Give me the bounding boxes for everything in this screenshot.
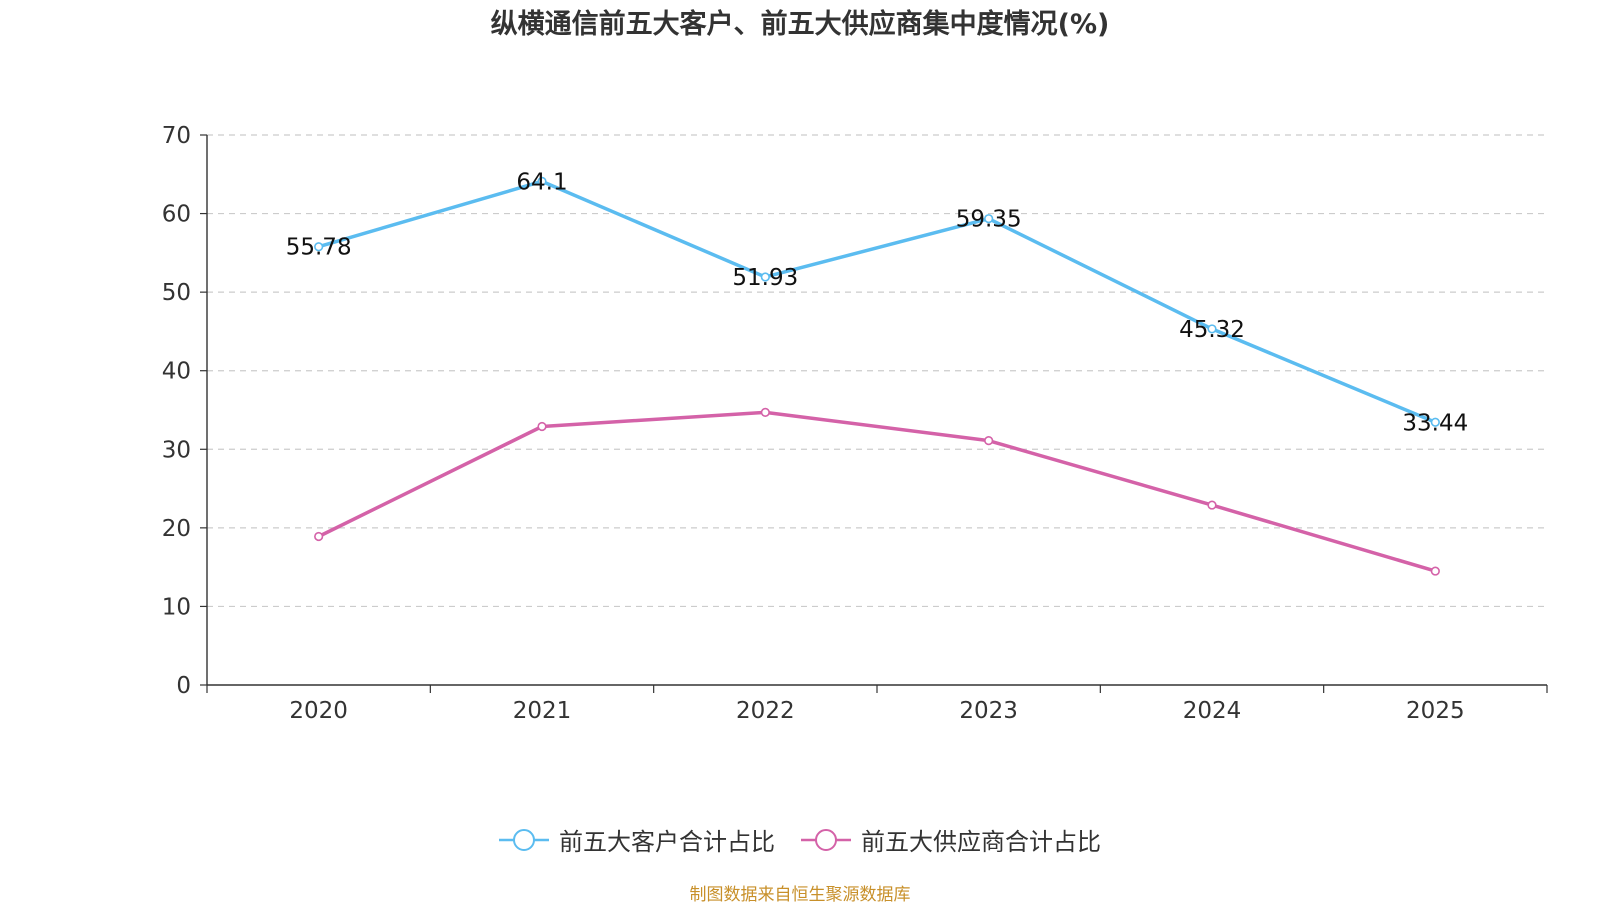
- data-point-0-2024: [1207, 324, 1217, 334]
- x-tick-label-2020: 2020: [289, 698, 348, 724]
- x-tick-label-2021: 2021: [513, 698, 572, 724]
- y-tick-label-70: 70: [162, 123, 191, 149]
- y-tick-label-0: 0: [176, 673, 191, 699]
- y-tick-label-40: 40: [162, 359, 191, 385]
- series-line-0: [318, 179, 1437, 424]
- legend: 前五大客户合计占比 前五大供应商合计占比: [0, 822, 1600, 857]
- data-point-1-2021: [537, 421, 547, 432]
- x-tick-label-2022: 2022: [736, 698, 795, 724]
- legend-marker-suppliers-icon: [801, 828, 851, 851]
- data-label-0-2024: 45.32: [1179, 317, 1245, 343]
- data-label-0-2020: 55.78: [286, 235, 352, 261]
- y-tick-label-10: 10: [162, 594, 191, 620]
- data-label-0-2023: 59.35: [956, 207, 1022, 233]
- data-point-1-2022: [760, 407, 770, 417]
- y-tick-label-20: 20: [162, 516, 191, 542]
- legend-label-customers: 前五大客户合计占比: [559, 828, 775, 856]
- x-tick-label-2023: 2023: [959, 698, 1018, 724]
- legend-item-suppliers[interactable]: 前五大供应商合计占比: [801, 822, 1101, 857]
- data-point-0-2021: [537, 176, 547, 186]
- data-label-0-2022: 51.93: [732, 265, 798, 291]
- data-point-0-2023: [984, 214, 994, 224]
- data-point-0-2025: [1430, 417, 1440, 427]
- y-tick-label-30: 30: [162, 437, 191, 463]
- data-point-1-2023: [984, 436, 994, 446]
- chart-title: 纵横通信前五大客户、前五大供应商集中度情况(%): [490, 9, 1110, 40]
- legend-marker-customers-icon: [499, 828, 549, 851]
- x-tick-label-2025: 2025: [1406, 698, 1465, 724]
- x-tick-label-2024: 2024: [1183, 698, 1242, 724]
- data-point-0-2020: [314, 242, 324, 252]
- y-tick-label-50: 50: [162, 280, 191, 306]
- legend-label-suppliers: 前五大供应商合计占比: [861, 828, 1101, 856]
- data-point-1-2024: [1207, 500, 1217, 510]
- source-note: 制图数据来自恒生聚源数据库: [689, 885, 911, 905]
- data-label-0-2021: 64.1: [516, 169, 567, 195]
- series-line-1: [317, 410, 1436, 573]
- data-point-1-2025: [1430, 566, 1440, 576]
- data-point-0-2022: [760, 272, 770, 282]
- y-tick-label-60: 60: [162, 202, 191, 228]
- data-label-0-2025: 33.44: [1402, 410, 1468, 436]
- data-point-1-2020: [314, 531, 324, 542]
- legend-item-customers[interactable]: 前五大客户合计占比: [499, 822, 775, 857]
